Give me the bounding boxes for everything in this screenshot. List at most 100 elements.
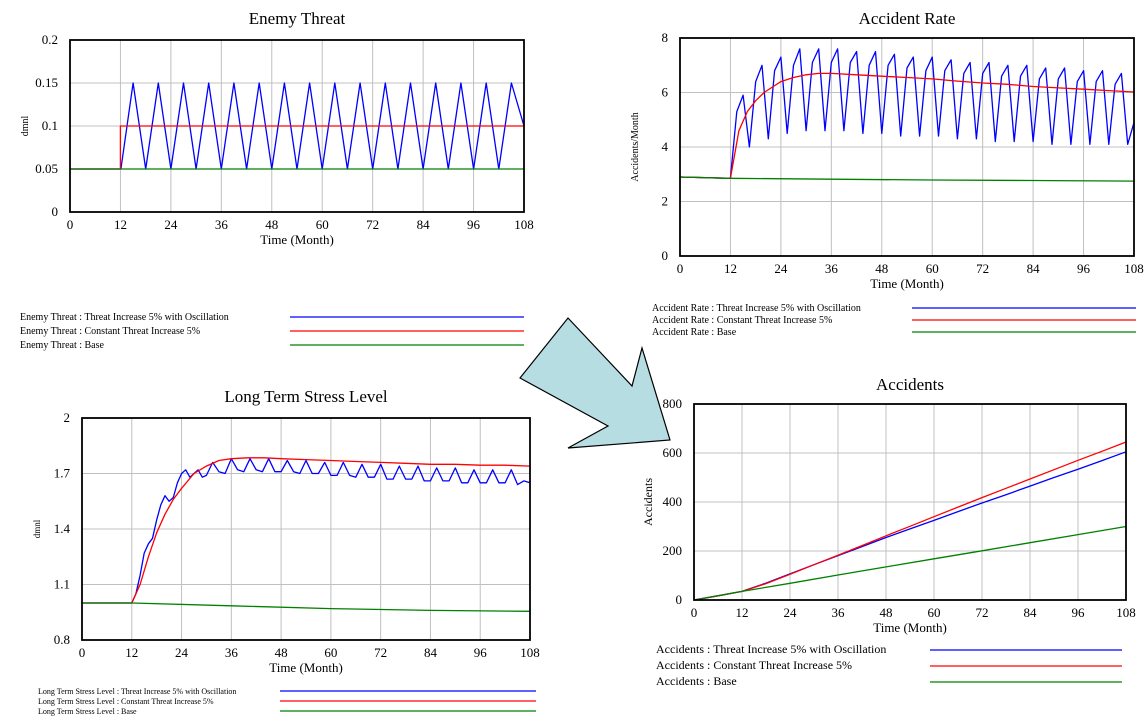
x-tick-label: 60 [324, 645, 337, 660]
plot-frame [69, 39, 525, 213]
series-line-0 [70, 82, 525, 170]
x-tick-label: 36 [825, 261, 839, 276]
legend-label: Accidents : Threat Increase 5% with Osci… [656, 642, 886, 656]
x-tick-label: 60 [926, 261, 939, 276]
flow-arrow-shape [519, 317, 671, 449]
legend-label: Long Term Stress Level : Constant Threat… [38, 697, 214, 706]
x-tick-label: 48 [875, 261, 888, 276]
x-tick-label: 12 [724, 261, 737, 276]
y-tick-label: 2 [64, 410, 71, 425]
y-tick-label: 400 [663, 494, 683, 509]
plot-frame [693, 403, 1127, 601]
y-tick-label: 1.4 [54, 521, 71, 536]
y-axis-label: dmnl [20, 116, 31, 137]
y-tick-label: 0.15 [35, 75, 58, 90]
x-tick-label: 0 [691, 605, 698, 620]
y-tick-label: 1.1 [54, 577, 70, 592]
legend-label: Enemy Threat : Constant Threat Increase … [20, 326, 200, 337]
x-tick-label: 36 [215, 217, 229, 232]
plot-frame [679, 37, 1135, 257]
legend-label: Accident Rate : Constant Threat Increase… [652, 315, 832, 326]
series-line-1 [693, 441, 1127, 601]
chart-title: Accidents [876, 375, 944, 394]
series-line-1 [70, 125, 524, 170]
plot-frame [81, 417, 531, 641]
series-line-2 [679, 176, 1135, 182]
accidents-chart: Accidents 0 12 24 36 48 60 72 84 96 108 0 200 400 600 8… [641, 375, 1136, 688]
y-tick-label: 200 [663, 543, 683, 558]
y-tick-label: 8 [662, 30, 669, 45]
x-tick-label: 72 [976, 605, 989, 620]
series-line-1 [82, 457, 531, 604]
y-tick-label: 0 [52, 204, 59, 219]
legend-label: Long Term Stress Level : Base [38, 707, 137, 716]
x-tick-label: 12 [736, 605, 749, 620]
x-axis-label: Time (Month) [269, 660, 343, 675]
x-tick-label: 36 [832, 605, 846, 620]
x-tick-label: 24 [164, 217, 178, 232]
x-tick-label: 96 [474, 645, 488, 660]
x-tick-label: 96 [467, 217, 481, 232]
legend-label: Enemy Threat : Threat Increase 5% with O… [20, 312, 229, 323]
legend-label: Accidents : Base [656, 674, 737, 688]
series-line-1 [679, 72, 1135, 179]
y-tick-label: 2 [662, 194, 669, 209]
enemy-threat-chart: Enemy Threat 0 12 24 36 48 60 72 84 96 108 0 0.05 0.1… [20, 9, 534, 351]
grid [81, 417, 531, 641]
x-tick-label: 96 [1077, 261, 1091, 276]
y-tick-label: 600 [663, 445, 683, 460]
y-tick-label: 6 [662, 85, 669, 100]
legend-label: Accident Rate : Threat Increase 5% with … [652, 303, 861, 314]
x-tick-label: 72 [366, 217, 379, 232]
x-axis-label: Time (Month) [873, 620, 947, 635]
chart-title: Long Term Stress Level [224, 387, 388, 406]
grid [693, 403, 1127, 601]
y-tick-label: 0 [676, 592, 683, 607]
x-tick-label: 0 [677, 261, 684, 276]
y-axis-label: Accidents/Month [630, 112, 641, 181]
legend-label: Long Term Stress Level : Threat Increase… [38, 687, 236, 696]
series-line-0 [82, 458, 531, 604]
y-tick-label: 1.7 [54, 466, 71, 481]
x-tick-label: 108 [514, 217, 534, 232]
y-axis-label: dmnl [32, 519, 42, 538]
long-term-stress-chart: Long Term Stress Level 0 12 24 36 48 60 72 84 96 1… [32, 387, 540, 716]
x-tick-label: 12 [125, 645, 138, 660]
legend-label: Enemy Threat : Base [20, 340, 105, 351]
y-tick-label: 800 [663, 396, 683, 411]
x-tick-label: 24 [175, 645, 189, 660]
x-tick-label: 72 [374, 645, 387, 660]
x-tick-label: 84 [417, 217, 431, 232]
x-tick-label: 24 [774, 261, 788, 276]
legend-label: Accident Rate : Base [652, 327, 737, 338]
x-axis-label: Time (Month) [870, 276, 944, 291]
x-tick-label: 60 [316, 217, 329, 232]
x-tick-label: 108 [520, 645, 540, 660]
chart-title: Enemy Threat [249, 9, 346, 28]
legend-label: Accidents : Constant Threat Increase 5% [656, 658, 852, 672]
y-tick-label: 0.8 [54, 632, 70, 647]
y-axis-label: Accidents [641, 478, 655, 526]
flow-arrow-icon [519, 317, 671, 449]
y-tick-label: 0.2 [42, 32, 58, 47]
x-tick-label: 108 [1124, 261, 1144, 276]
y-tick-label: 4 [662, 139, 669, 154]
y-tick-label: 0 [662, 248, 669, 263]
x-tick-label: 84 [1027, 261, 1041, 276]
x-tick-label: 96 [1072, 605, 1086, 620]
x-tick-label: 84 [1024, 605, 1038, 620]
x-tick-label: 60 [928, 605, 941, 620]
x-tick-label: 48 [275, 645, 288, 660]
x-tick-label: 24 [784, 605, 798, 620]
x-axis-label: Time (Month) [260, 232, 334, 247]
x-tick-label: 48 [265, 217, 278, 232]
series-line-2 [693, 525, 1127, 601]
x-tick-label: 72 [976, 261, 989, 276]
x-tick-label: 108 [1116, 605, 1136, 620]
series-line-2 [82, 602, 531, 612]
x-tick-label: 36 [225, 645, 239, 660]
x-tick-label: 48 [880, 605, 893, 620]
x-tick-label: 12 [114, 217, 127, 232]
series-line-0 [679, 48, 1135, 179]
